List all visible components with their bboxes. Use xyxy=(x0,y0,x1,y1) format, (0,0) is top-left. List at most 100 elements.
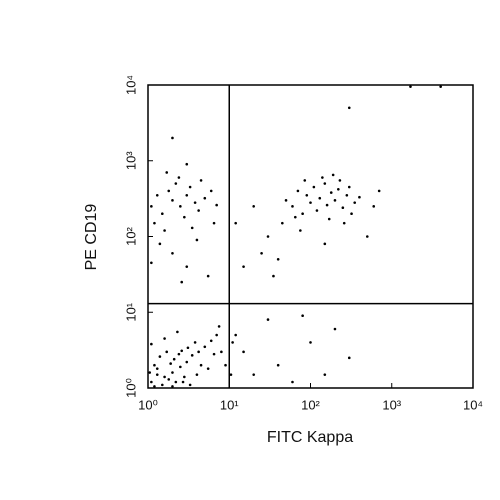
point xyxy=(185,265,189,268)
point xyxy=(167,189,171,193)
point xyxy=(197,209,200,212)
point xyxy=(377,189,381,193)
point xyxy=(309,341,312,344)
point xyxy=(341,206,345,209)
point xyxy=(347,356,351,360)
x-tick-label: 10² xyxy=(301,397,320,412)
point xyxy=(190,354,194,357)
point xyxy=(353,201,357,204)
point xyxy=(161,212,164,215)
point xyxy=(206,367,210,370)
point xyxy=(365,235,369,238)
point xyxy=(174,380,178,384)
point xyxy=(167,378,171,381)
point xyxy=(150,261,153,265)
point xyxy=(305,193,309,197)
point xyxy=(231,341,234,344)
point xyxy=(212,221,216,225)
point xyxy=(165,171,169,174)
point xyxy=(252,205,256,208)
point xyxy=(177,352,181,356)
point xyxy=(252,373,256,376)
point xyxy=(345,193,349,197)
point xyxy=(195,238,199,242)
point xyxy=(347,185,351,189)
point xyxy=(372,205,376,208)
point xyxy=(193,341,197,344)
point xyxy=(158,242,162,246)
point xyxy=(203,196,207,200)
point xyxy=(195,373,199,376)
point xyxy=(171,252,174,255)
x-axis-title: FITC Kappa xyxy=(267,429,353,446)
point xyxy=(318,196,322,200)
point xyxy=(155,193,159,197)
point xyxy=(323,182,327,185)
point xyxy=(338,179,342,182)
point xyxy=(301,314,304,318)
point xyxy=(220,350,223,354)
point xyxy=(321,176,324,179)
x-tick-label: 10⁴ xyxy=(463,397,483,412)
point xyxy=(342,221,346,225)
point xyxy=(281,221,284,225)
y-tick-label: 10⁴ xyxy=(123,75,138,95)
point xyxy=(150,205,153,208)
point xyxy=(161,383,164,387)
point xyxy=(266,318,270,321)
point xyxy=(199,179,203,182)
point xyxy=(291,380,294,384)
point xyxy=(234,333,237,337)
point xyxy=(209,339,213,343)
point xyxy=(179,205,182,208)
point xyxy=(439,85,442,88)
point xyxy=(329,191,333,194)
point xyxy=(177,176,181,179)
point xyxy=(260,252,263,255)
point xyxy=(296,189,300,193)
point xyxy=(186,346,190,350)
point xyxy=(215,333,218,337)
point xyxy=(163,337,166,340)
point xyxy=(333,327,337,331)
point xyxy=(323,373,327,376)
point xyxy=(309,201,312,204)
point xyxy=(312,185,316,189)
point xyxy=(284,199,288,202)
point xyxy=(409,85,412,88)
point xyxy=(358,195,361,199)
point xyxy=(153,385,156,388)
point xyxy=(180,349,184,353)
x-tick-label: 10³ xyxy=(382,397,401,412)
point xyxy=(153,363,156,367)
point xyxy=(148,371,152,374)
point xyxy=(199,363,203,367)
point xyxy=(179,365,182,369)
point xyxy=(163,229,166,232)
point xyxy=(158,355,162,358)
point xyxy=(188,383,192,387)
y-tick-label: 10² xyxy=(123,226,138,245)
point xyxy=(185,193,189,197)
point xyxy=(291,205,294,208)
point xyxy=(163,375,166,379)
y-axis-title: PE CD19 xyxy=(83,204,100,271)
point xyxy=(150,380,153,384)
point xyxy=(350,212,353,215)
point xyxy=(165,350,169,354)
point xyxy=(299,229,302,232)
point xyxy=(333,199,337,202)
point xyxy=(347,106,351,110)
point xyxy=(242,350,245,354)
point xyxy=(171,199,174,202)
point xyxy=(266,235,270,238)
point xyxy=(185,360,189,364)
point xyxy=(234,221,237,225)
point xyxy=(242,265,245,268)
point xyxy=(171,385,174,388)
point xyxy=(181,380,185,384)
point xyxy=(169,362,172,365)
point xyxy=(217,325,221,328)
x-tick-label: 10¹ xyxy=(220,397,239,412)
point xyxy=(155,367,159,370)
